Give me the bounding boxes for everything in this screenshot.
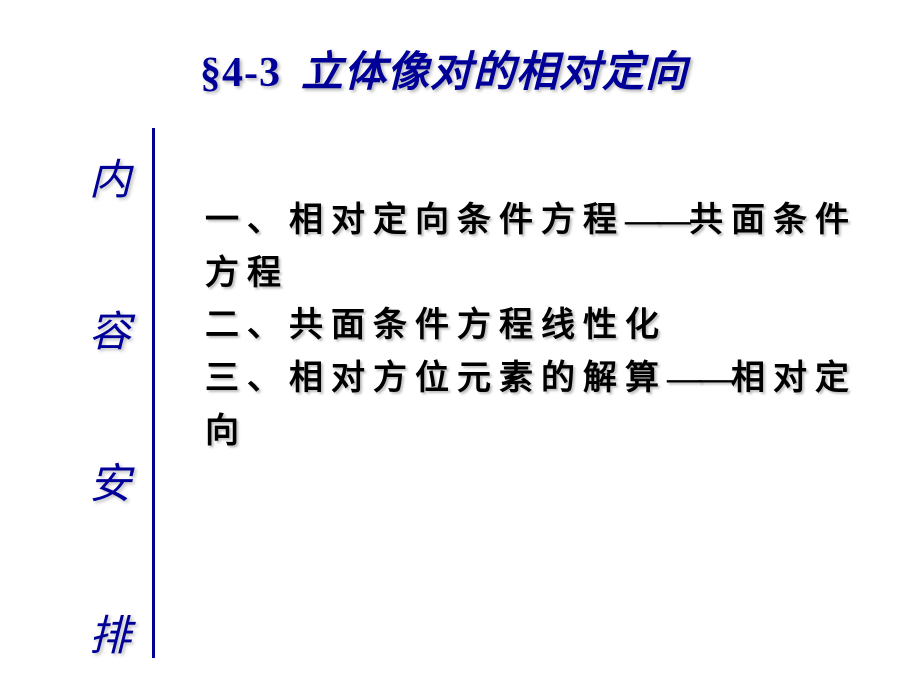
page-title: §4-3 立体像对的相对定向 [200,38,688,99]
sidebar-char: 安 [85,464,135,506]
sidebar-char: 内 [85,160,135,202]
title-text: 立体像对的相对定向 [301,50,688,96]
section-number: §4-3 [200,50,281,96]
sidebar-char: 排 [85,616,135,658]
content-area: 一、相对定向条件方程——共面条件方程二、共面条件方程线性化三、相对方位元素的解算… [205,195,885,458]
divider-line [152,128,155,658]
content-item: 三、相对方位元素的解算——相对定向 [205,353,885,458]
content-item: 二、共面条件方程线性化 [205,300,885,353]
content-item: 一、相对定向条件方程——共面条件方程 [205,195,885,300]
sidebar-label: 内容安排 [85,160,135,658]
sidebar-char: 容 [85,312,135,354]
